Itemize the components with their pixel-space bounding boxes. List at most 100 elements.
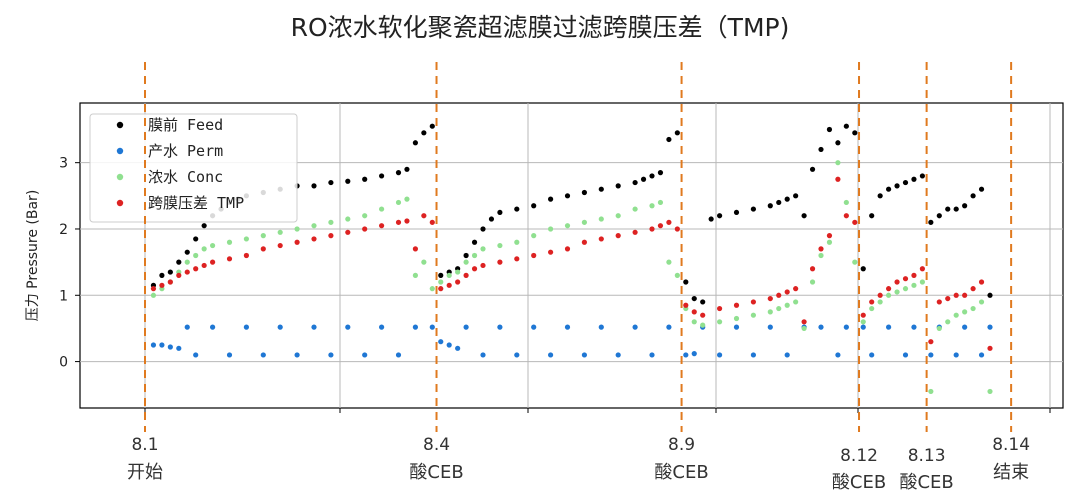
data-point [869,213,875,219]
data-point [767,309,773,315]
data-point [471,239,478,245]
data-point [826,126,833,133]
data-point [581,219,588,225]
data-point [945,295,951,302]
data-point [150,286,157,292]
data-point [902,179,909,186]
data-point [928,352,934,358]
data-point [497,209,503,216]
data-point [894,183,900,189]
event-date-label: 8.4 [423,435,450,455]
data-point [793,286,799,292]
data-point [328,233,334,239]
data-point [826,239,833,245]
data-point [176,345,182,351]
data-point [767,203,773,209]
data-point [345,229,351,235]
legend-marker [116,173,124,181]
data-point [150,292,157,298]
y-tick-label: 1 [59,288,68,304]
data-point [210,324,216,330]
data-point [193,236,199,242]
data-point [531,324,537,330]
data-point [514,352,520,358]
data-point [809,279,816,285]
data-point [902,286,909,292]
data-point [395,199,402,206]
data-point [674,130,680,136]
data-point [835,160,841,166]
data-point [860,324,866,330]
data-point [193,252,199,259]
data-point [438,339,444,345]
data-point [987,324,993,330]
data-point [362,213,368,219]
data-point [860,312,866,318]
data-point [733,209,740,216]
data-point [852,219,858,225]
data-point [826,233,833,239]
data-point [193,352,199,358]
data-point [446,342,452,348]
event-name-label: 酸CEB [654,462,708,483]
data-point [911,176,917,182]
data-point [818,246,824,252]
data-point [404,166,410,172]
data-point [717,305,723,312]
data-point [226,239,233,245]
data-point [260,246,266,252]
data-point [632,324,638,330]
data-point [379,173,385,179]
data-point [691,295,697,302]
event-name-label: 酸CEB [832,472,886,493]
data-point [835,176,841,182]
data-point [480,226,486,232]
data-point [294,226,300,232]
data-point [564,223,571,229]
data-point [446,282,452,288]
data-point [632,179,638,186]
data-point [852,130,858,136]
data-point [809,266,816,272]
data-point [150,342,157,348]
data-point [531,233,537,239]
data-point [691,309,697,315]
data-point [987,345,993,351]
data-point [978,279,985,285]
data-point [978,299,985,305]
data-point [159,342,165,348]
data-point [776,305,782,312]
data-point [852,259,858,265]
data-point [877,292,883,298]
data-point [480,352,486,358]
data-point [463,324,469,330]
data-point [328,352,334,358]
data-point [987,292,993,298]
data-point [784,289,790,295]
legend-label: 浓水 Conc [148,168,223,186]
data-point [184,324,190,330]
data-point [666,136,672,143]
data-point [581,239,588,245]
legend-marker [116,147,124,155]
data-point [962,324,968,330]
data-point [210,242,216,249]
data-point [649,173,655,179]
data-point [598,186,604,192]
data-point [936,299,942,305]
data-point [776,199,782,206]
data-point [328,219,334,225]
data-point [548,249,554,255]
data-point [167,269,173,275]
data-point [683,302,689,308]
data-point [488,216,495,222]
data-point [818,252,824,259]
data-point [598,324,604,330]
data-point [226,256,233,262]
data-point [962,203,968,209]
data-point [395,352,402,358]
data-point [886,324,892,330]
data-point [835,352,841,358]
data-point [471,252,478,259]
data-point [894,279,900,285]
